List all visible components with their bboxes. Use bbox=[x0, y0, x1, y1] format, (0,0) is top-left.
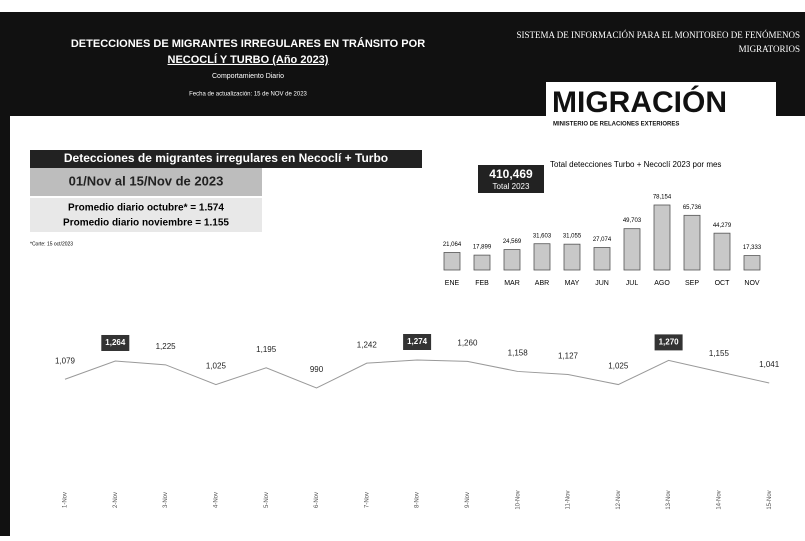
bar-label: 44,279 bbox=[713, 223, 732, 229]
x-tick-label: 11-Nov bbox=[566, 491, 572, 510]
bar-label: 24,569 bbox=[503, 239, 522, 245]
x-tick-label: 7-Nov bbox=[364, 492, 370, 508]
left-border bbox=[0, 12, 10, 536]
x-tick-label: OCT bbox=[715, 280, 731, 287]
point-label: 1,264 bbox=[105, 338, 126, 347]
system-name: MIGRATORIOS bbox=[739, 44, 800, 54]
label-highlight bbox=[654, 334, 683, 351]
label-highlight bbox=[403, 334, 432, 350]
bar bbox=[443, 252, 461, 271]
x-tick-label: MAR bbox=[504, 280, 520, 287]
update-date: Fecha de actualización: 15 de NOV de 202… bbox=[189, 92, 307, 98]
point-label: 1,274 bbox=[407, 337, 428, 346]
avg-october: Promedio diario octubre* = 1.574 bbox=[68, 203, 224, 214]
x-tick-label: 5-Nov bbox=[264, 492, 270, 508]
x-tick-label: JUN bbox=[595, 280, 609, 287]
x-tick-label: NOV bbox=[744, 280, 760, 287]
bar bbox=[713, 232, 731, 271]
x-tick-label: 3-Nov bbox=[163, 492, 169, 508]
x-tick-label: 1-Nov bbox=[63, 492, 69, 508]
x-tick-label: 9-Nov bbox=[465, 492, 471, 508]
bar-label: 31,055 bbox=[563, 234, 582, 240]
note: *Corte: 15 oct/2023 bbox=[30, 241, 73, 247]
point-label: 1,195 bbox=[256, 345, 277, 354]
point-label: 1,025 bbox=[206, 362, 227, 371]
bar-label: 31,603 bbox=[533, 233, 552, 239]
panel-banner bbox=[30, 150, 422, 168]
bar bbox=[563, 243, 581, 271]
bar-label: 21,064 bbox=[443, 242, 462, 248]
x-tick-label: 13-Nov bbox=[666, 490, 672, 509]
panel-title: Detecciones de migrantes irregulares en … bbox=[64, 151, 388, 165]
x-tick-label: 2-Nov bbox=[113, 492, 119, 508]
bar bbox=[623, 228, 641, 271]
point-label: 1,225 bbox=[156, 342, 177, 351]
bar-label: 78,154 bbox=[653, 195, 672, 201]
x-tick-label: 4-Nov bbox=[213, 492, 219, 508]
bar bbox=[593, 247, 611, 271]
bar bbox=[743, 255, 761, 271]
bar-label: 17,333 bbox=[743, 245, 762, 251]
bar-label: 27,074 bbox=[593, 237, 612, 243]
title: NECOCLÍ Y TURBO (Año 2023) bbox=[168, 53, 329, 66]
bar bbox=[503, 249, 521, 271]
x-tick-label: 10-Nov bbox=[515, 490, 521, 509]
bar-label: 49,703 bbox=[623, 218, 642, 224]
bar-chart-title: Total detecciones Turbo + Necoclí 2023 p… bbox=[550, 160, 721, 169]
point-label: 1,127 bbox=[558, 352, 579, 361]
x-tick-label: 8-Nov bbox=[415, 492, 421, 508]
period: 01/Nov al 15/Nov de 2023 bbox=[69, 173, 224, 188]
x-tick-label: 15-Nov bbox=[767, 490, 773, 509]
point-label: 1,260 bbox=[457, 338, 478, 347]
point-label: 1,270 bbox=[659, 338, 680, 347]
x-tick-label: 6-Nov bbox=[314, 492, 320, 508]
bar bbox=[653, 204, 671, 271]
total: 410,469 bbox=[489, 167, 533, 181]
total-box bbox=[478, 165, 544, 193]
point-label: 990 bbox=[310, 365, 324, 374]
x-tick-label: FEB bbox=[475, 280, 489, 287]
point-label: 1,242 bbox=[357, 340, 378, 349]
logo-subtitle: MINISTERIO DE RELACIONES EXTERIORES bbox=[553, 122, 679, 128]
line bbox=[64, 359, 770, 389]
avg-november: Promedio diario noviembre = 1.155 bbox=[63, 218, 229, 229]
avg-box bbox=[30, 198, 262, 232]
period-box bbox=[30, 168, 262, 196]
total-label: Total 2023 bbox=[493, 182, 530, 191]
x-tick-label: ABR bbox=[535, 280, 549, 287]
point-label: 1,041 bbox=[759, 360, 780, 369]
bar bbox=[533, 243, 551, 271]
logo: MIGRACIÓN bbox=[552, 85, 727, 119]
bar-label: 17,899 bbox=[473, 245, 492, 251]
bar bbox=[473, 254, 491, 271]
point-label: 1,025 bbox=[608, 362, 629, 371]
bar bbox=[683, 214, 701, 271]
point-label: 1,155 bbox=[709, 349, 730, 358]
point-label: 1,079 bbox=[55, 356, 76, 365]
label-highlight bbox=[101, 334, 130, 351]
title: DETECCIONES DE MIGRANTES IRREGULARES EN … bbox=[71, 37, 425, 50]
x-tick-label: MAY bbox=[565, 280, 580, 287]
x-tick-label: 12-Nov bbox=[616, 490, 622, 509]
logo-box bbox=[546, 82, 776, 130]
point-label: 1,158 bbox=[508, 349, 529, 358]
x-tick-label: AGO bbox=[654, 280, 670, 287]
bar-label: 65,736 bbox=[683, 205, 702, 211]
subtitle: Comportamiento Diario bbox=[212, 73, 284, 80]
x-tick-label: 14-Nov bbox=[716, 490, 722, 509]
system-name: SISTEMA DE INFORMACIÓN PARA EL MONITOREO… bbox=[517, 30, 800, 40]
x-tick-label: JUL bbox=[626, 280, 639, 287]
x-tick-label: SEP bbox=[685, 280, 699, 287]
x-tick-label: ENE bbox=[445, 280, 460, 287]
